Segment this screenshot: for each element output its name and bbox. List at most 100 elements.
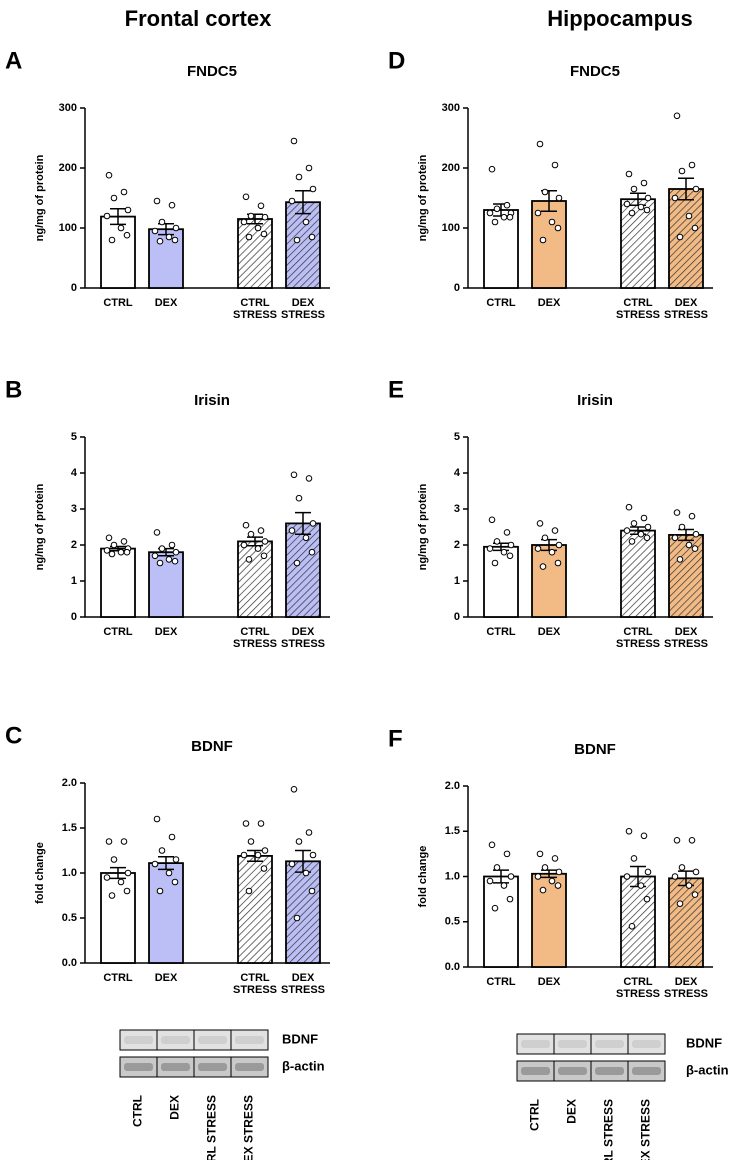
- data-point: [630, 520, 638, 527]
- data-point: [623, 873, 631, 880]
- panel-letter: D: [388, 47, 405, 74]
- data-point: [541, 188, 549, 196]
- data-point: [254, 545, 262, 552]
- data-point: [685, 212, 693, 220]
- data-point: [117, 548, 125, 556]
- data-point: [245, 233, 253, 241]
- x-tick-label: DEX STRESS: [663, 297, 708, 321]
- panel-letter: C: [5, 722, 22, 749]
- y-tick-label: 2: [71, 539, 77, 551]
- data-point: [691, 224, 699, 232]
- x-tick-label: DEX STRESS: [663, 976, 708, 1000]
- data-point: [541, 534, 549, 542]
- data-point: [554, 224, 562, 232]
- data-point: [103, 547, 111, 554]
- y-axis-label: ng/mg of protein: [417, 154, 429, 241]
- blot-band: [235, 1063, 264, 1071]
- data-point: [108, 236, 116, 244]
- y-axis-label: fold change: [34, 842, 46, 904]
- y-tick-label: 1.0: [445, 870, 460, 882]
- data-point: [507, 541, 515, 549]
- y-tick-label: 0.0: [62, 957, 77, 969]
- data-point: [643, 206, 651, 214]
- blot-band: [521, 1040, 550, 1048]
- x-tick-label: CTRL: [103, 972, 133, 984]
- bar: [285, 860, 321, 964]
- data-point: [678, 167, 686, 175]
- data-point: [554, 559, 562, 567]
- data-point: [691, 545, 699, 552]
- y-axis-label: ng/mg of protein: [34, 154, 46, 241]
- data-point: [673, 509, 681, 516]
- data-point: [554, 882, 562, 889]
- data-point: [644, 523, 652, 531]
- x-tick-label: DEX STRESS: [663, 626, 708, 650]
- lane-label: CTRL STRESS: [602, 1099, 616, 1160]
- data-point: [500, 882, 508, 889]
- data-point: [153, 815, 161, 823]
- x-tick-label: CTRL STRESS: [615, 297, 660, 321]
- bar: [620, 198, 656, 289]
- data-point: [539, 236, 547, 244]
- data-point: [123, 231, 131, 239]
- lane-label: DEX STRESS: [242, 1095, 256, 1160]
- bar: [483, 209, 519, 289]
- data-point: [506, 895, 514, 903]
- data-point: [288, 527, 296, 534]
- data-point: [688, 837, 696, 844]
- data-point: [506, 213, 514, 221]
- y-tick-label: 0.5: [445, 916, 460, 928]
- x-tick-label: DEX: [154, 297, 178, 309]
- data-point: [628, 922, 636, 930]
- data-point: [309, 520, 317, 527]
- panel-letter: B: [5, 376, 22, 403]
- data-point: [156, 559, 164, 567]
- data-point: [555, 541, 563, 549]
- data-point: [302, 869, 310, 877]
- data-point: [503, 201, 511, 209]
- data-point: [692, 185, 700, 193]
- data-point: [630, 855, 638, 862]
- data-point: [486, 877, 494, 885]
- error-bar: [110, 208, 126, 226]
- error-bar: [110, 866, 126, 880]
- data-point: [165, 233, 173, 241]
- data-point: [555, 194, 563, 202]
- data-point: [123, 548, 131, 556]
- x-tick-label: DEX: [537, 297, 561, 309]
- data-point: [685, 882, 693, 889]
- data-point: [261, 847, 269, 854]
- bar: [100, 872, 136, 964]
- data-point: [168, 833, 176, 841]
- chart-title: FNDC5: [570, 63, 620, 80]
- blot-band: [235, 1036, 264, 1044]
- lane-label: CTRL: [528, 1099, 542, 1131]
- y-tick-label: 0.0: [445, 961, 460, 973]
- data-point: [308, 548, 316, 556]
- data-point: [257, 527, 265, 534]
- data-point: [688, 161, 696, 169]
- data-point: [171, 557, 179, 565]
- bar: [620, 875, 656, 968]
- blot-band: [558, 1067, 587, 1075]
- bar: [531, 544, 567, 618]
- data-point: [548, 218, 556, 226]
- data-point: [630, 185, 638, 193]
- blot-band: [595, 1067, 624, 1075]
- data-point: [156, 237, 164, 245]
- y-tick-label: 0.5: [62, 912, 77, 924]
- data-point: [551, 527, 559, 534]
- y-tick-label: 300: [59, 102, 77, 114]
- data-point: [165, 556, 173, 563]
- y-axis-label: ng/mg of protein: [34, 483, 46, 570]
- data-point: [242, 193, 250, 201]
- y-tick-label: 0: [71, 282, 77, 294]
- y-tick-label: 0: [71, 611, 77, 623]
- data-point: [120, 838, 128, 845]
- data-point: [643, 895, 651, 903]
- data-point: [290, 471, 298, 479]
- data-point: [493, 864, 501, 871]
- y-tick-label: 1.5: [445, 825, 460, 837]
- bar: [483, 545, 519, 618]
- data-point: [117, 224, 125, 232]
